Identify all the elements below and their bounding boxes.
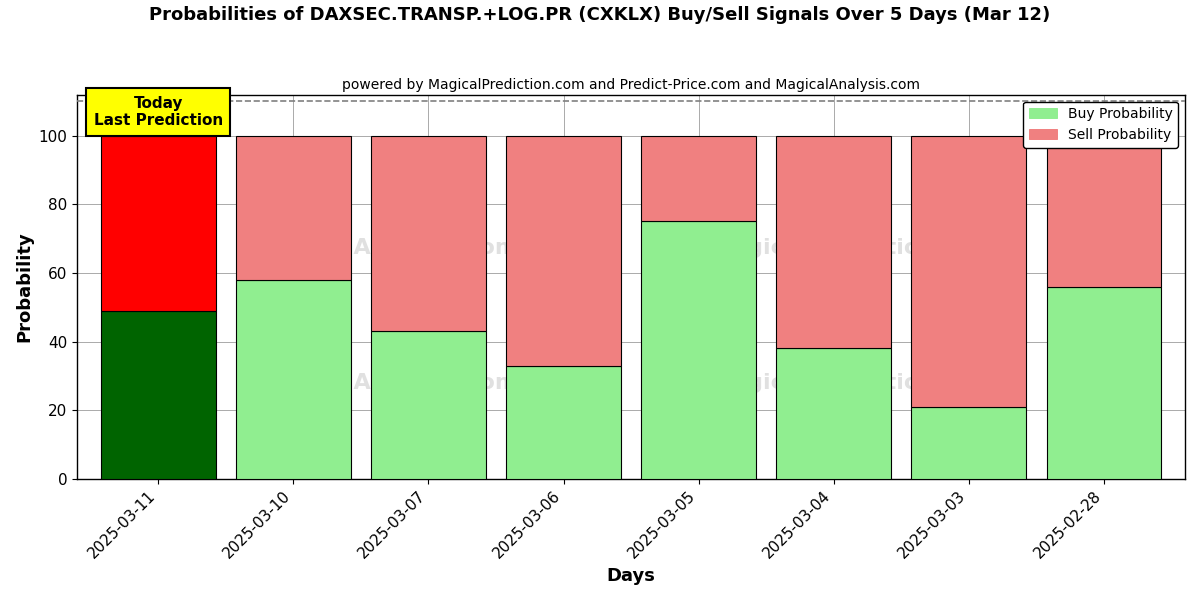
Text: MagicalAnalysis.com: MagicalAnalysis.com [257,238,518,258]
Text: Probabilities of DAXSEC.TRANSP.+LOG.PR (CXKLX) Buy/Sell Signals Over 5 Days (Mar: Probabilities of DAXSEC.TRANSP.+LOG.PR (… [149,6,1051,24]
X-axis label: Days: Days [607,567,655,585]
Legend: Buy Probability, Sell Probability: Buy Probability, Sell Probability [1024,101,1178,148]
Bar [1046,287,1162,479]
Text: Today
Last Prediction: Today Last Prediction [94,95,223,128]
Title: powered by MagicalPrediction.com and Predict-Price.com and MagicalAnalysis.com: powered by MagicalPrediction.com and Pre… [342,78,920,92]
Bar [371,331,486,479]
Bar [641,221,756,479]
Text: MagicalPrediction.com: MagicalPrediction.com [710,373,995,392]
Bar [1046,136,1162,287]
Bar [776,349,892,479]
Bar [101,311,216,479]
Bar [912,407,1026,479]
Bar [101,136,216,311]
Text: MagicalPrediction.com: MagicalPrediction.com [710,238,995,258]
Bar [776,136,892,349]
Text: MagicalAnalysis.com: MagicalAnalysis.com [257,373,518,392]
Bar [641,136,756,221]
Y-axis label: Probability: Probability [14,231,32,342]
Bar [236,136,350,280]
Bar [506,365,620,479]
Bar [506,136,620,365]
Bar [236,280,350,479]
Bar [912,136,1026,407]
Bar [371,136,486,331]
